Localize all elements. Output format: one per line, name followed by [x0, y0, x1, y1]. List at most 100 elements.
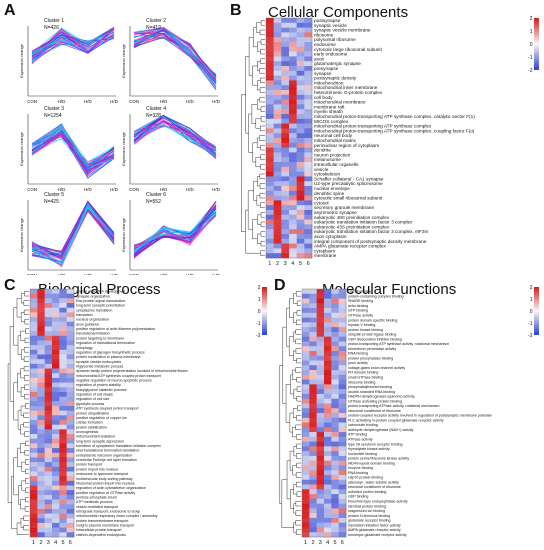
heatmap-cell — [304, 128, 313, 134]
heatmap-cell — [338, 475, 347, 481]
heatmap-cell — [304, 66, 313, 72]
heatmap-cell — [52, 522, 60, 528]
heatmap-cell — [331, 475, 339, 481]
heatmap-cell — [331, 446, 339, 452]
heatmap-cell — [281, 18, 290, 24]
row-label: axonogenesis — [76, 430, 98, 434]
dendrogram-branch — [290, 374, 294, 395]
row-label: magnesium ion binding — [348, 509, 385, 513]
heatmap-cell — [30, 527, 38, 533]
heatmap-cell — [281, 162, 290, 168]
dendrogram-branch — [256, 22, 262, 33]
heatmap-cell — [273, 200, 282, 206]
heatmap-cell — [44, 396, 53, 402]
heatmap-cell — [37, 518, 45, 524]
heatmap-cell — [316, 532, 325, 538]
heatmap-cell — [338, 427, 347, 433]
heatmap-cell — [331, 365, 339, 371]
row-label: early endosome — [314, 52, 348, 57]
heatmap-cell — [281, 51, 290, 57]
row-label: myosin V binding — [348, 323, 375, 327]
dendrogram-branch — [281, 479, 294, 528]
heatmap-cell — [66, 303, 75, 309]
heatmap-cell — [316, 517, 325, 523]
dendrogram-branch — [25, 496, 29, 503]
row-label: regulation of translational termination — [76, 341, 135, 345]
row-label: eukaryotic translation initiation factor… — [314, 229, 428, 234]
y-axis-label: Expression change — [121, 131, 126, 166]
dendrogram-branch — [257, 233, 261, 244]
heatmap-cell — [266, 166, 274, 172]
heatmap-cell — [66, 457, 75, 463]
row-label: positive regulation of actin filament po… — [76, 327, 155, 331]
heatmap-cell — [266, 190, 274, 196]
heatmap-cell — [266, 80, 274, 86]
legend-tick: -1 — [528, 55, 533, 61]
dendrogram-branch — [23, 365, 29, 372]
legend-tick: 2 — [530, 16, 533, 22]
heatmap-cell — [304, 205, 313, 211]
row-label: melanosome — [314, 157, 341, 162]
heatmap-cell — [37, 335, 45, 341]
heatmap-cell — [37, 513, 45, 519]
column-label: 5 — [61, 540, 64, 546]
heatmap-cell — [331, 346, 339, 352]
heatmap-cell — [304, 190, 313, 196]
heatmap-cell — [52, 382, 60, 388]
heatmap-cell — [296, 133, 305, 139]
heatmap-cell — [304, 51, 313, 57]
heatmap-cell — [302, 413, 310, 419]
heatmap-cell — [331, 393, 339, 399]
heatmap-cell — [44, 368, 53, 374]
heatmap-cell — [44, 513, 53, 519]
column-label: 4 — [54, 540, 57, 546]
heatmap-cell — [273, 176, 282, 182]
dendrogram-branch — [24, 431, 29, 437]
heatmap-cell — [316, 360, 325, 366]
row-label: protein targeting to membrane — [76, 336, 124, 340]
x-tick-label: H/D — [212, 273, 221, 275]
heatmap-cell — [66, 494, 75, 500]
row-label: unfolded protein binding — [348, 490, 386, 494]
heatmap-cell — [273, 186, 282, 192]
column-label: 3 — [319, 540, 322, 546]
heatmap-cell — [59, 420, 67, 425]
heatmap-cell — [44, 424, 53, 430]
row-label: protein stabilization — [76, 425, 107, 429]
heatmap-cell — [37, 354, 45, 360]
heatmap-cell — [309, 517, 317, 523]
heatmap-cell — [296, 66, 305, 72]
row-label: mitochondrial membrane — [314, 100, 366, 105]
heatmap-cell — [316, 460, 325, 466]
heatmap-cell — [331, 479, 339, 485]
heatmap-cell — [66, 293, 75, 299]
row-label: translation initiation factor activity — [348, 523, 401, 527]
heatmap-cell — [37, 424, 45, 430]
row-label: type 2A serotonin receptor binding — [348, 442, 403, 446]
x-tick-label: H/D — [58, 187, 67, 192]
heatmap-cell — [266, 210, 274, 216]
row-label: translational initiation — [76, 332, 110, 336]
heatmap-cell — [266, 94, 274, 100]
heatmap-cell — [37, 387, 45, 393]
heatmap-cell — [289, 66, 297, 72]
heatmap-cell — [266, 104, 274, 110]
dendrogram-branch — [24, 337, 29, 344]
heatmap-cell — [296, 219, 305, 225]
dendrogram-branch — [260, 240, 265, 247]
heatmap-cell — [59, 391, 67, 397]
heatmap-cell — [59, 462, 67, 468]
heatmap-cell — [316, 351, 325, 357]
dendrogram-branch — [296, 300, 301, 306]
heatmap-cell — [331, 389, 339, 395]
heatmap-cell — [316, 312, 325, 318]
heatmap-cell — [66, 452, 75, 458]
heatmap-cell — [324, 379, 332, 385]
heatmap-cell — [273, 142, 282, 148]
legend-tick: -2 — [528, 68, 533, 74]
heatmap-cell — [309, 417, 317, 423]
heatmap-cell — [331, 455, 339, 461]
heatmap-cell — [338, 365, 347, 371]
row-label: ATP synthesis coupled proton transport — [76, 407, 139, 411]
dendrogram-branch — [25, 403, 29, 409]
